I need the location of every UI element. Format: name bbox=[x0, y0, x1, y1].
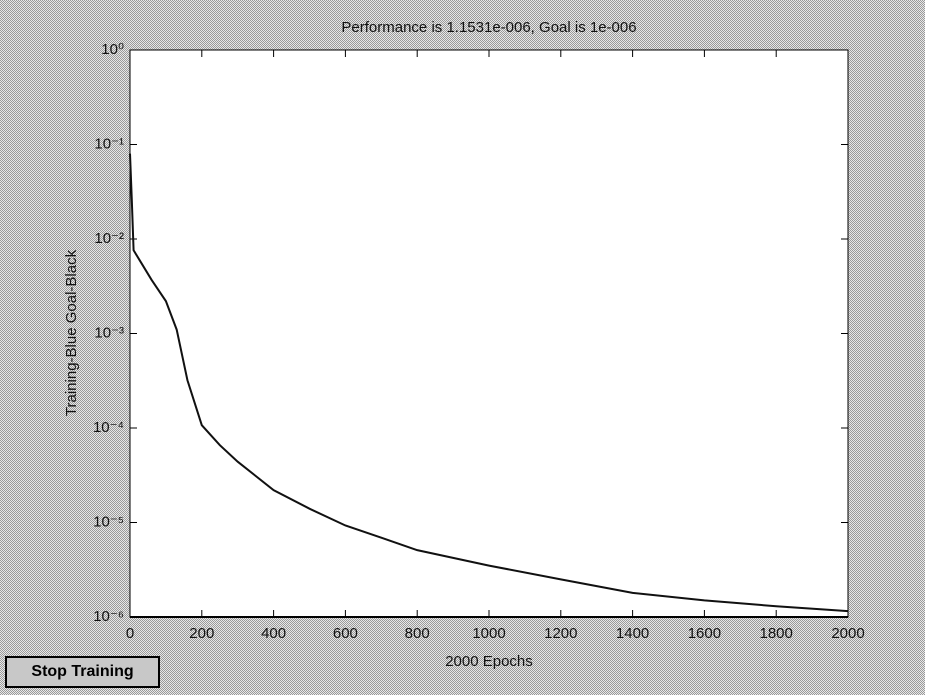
y-tick-label: 10⁻¹ bbox=[94, 135, 124, 152]
y-axis-label: Training-Blue Goal-Black bbox=[63, 249, 80, 416]
x-tick-label: 2000 bbox=[831, 625, 864, 642]
x-tick-label: 800 bbox=[405, 625, 430, 642]
series-line bbox=[129, 153, 849, 613]
y-tick-label: 10⁻⁶ bbox=[93, 608, 124, 625]
x-tick-label: 0 bbox=[126, 625, 134, 642]
x-tick-label: 1800 bbox=[760, 625, 793, 642]
x-tick-label: 400 bbox=[261, 625, 286, 642]
y-tick-label: 10⁻³ bbox=[94, 324, 124, 341]
y-tick-label: 10⁻² bbox=[94, 230, 124, 247]
y-tick-label: 10⁰ bbox=[101, 41, 124, 58]
x-tick-label: 1400 bbox=[616, 625, 649, 642]
x-tick-label: 600 bbox=[333, 625, 358, 642]
plot-area bbox=[129, 49, 849, 618]
y-tick-label: 10⁻⁴ bbox=[93, 419, 124, 436]
x-tick-label: 200 bbox=[189, 625, 214, 642]
chart-title: Performance is 1.1531e-006, Goal is 1e-0… bbox=[341, 19, 636, 36]
y-tick-label: 10⁻⁵ bbox=[93, 513, 124, 530]
x-tick-label: 1000 bbox=[472, 625, 505, 642]
x-axis-label: 2000 Epochs bbox=[445, 653, 533, 670]
x-tick-label: 1200 bbox=[544, 625, 577, 642]
stop-training-button[interactable]: Stop Training bbox=[5, 656, 160, 688]
x-tick-label: 1600 bbox=[688, 625, 721, 642]
